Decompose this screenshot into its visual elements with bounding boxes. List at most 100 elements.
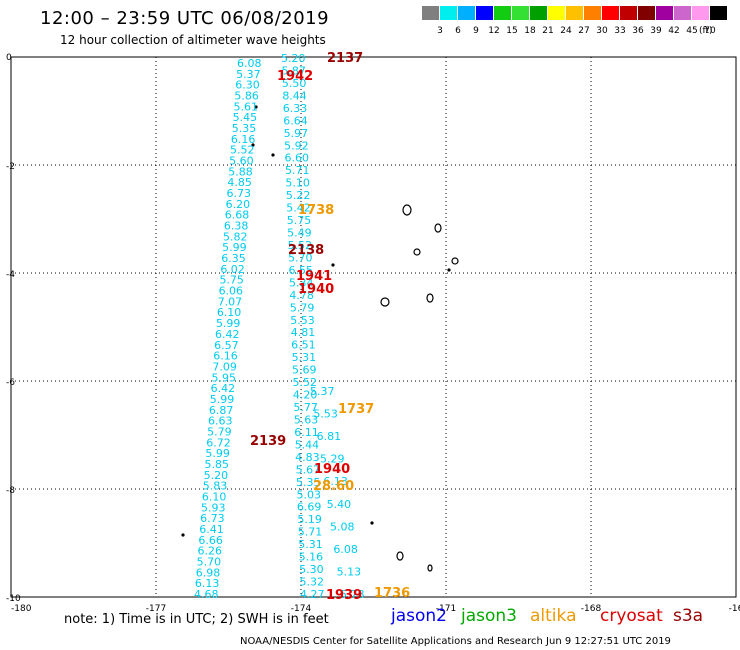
wave-height-label: 5.87 — [281, 64, 306, 77]
color-scale-unit: (ft) — [699, 26, 713, 36]
legend-altika: altika — [530, 606, 577, 626]
x-tick-label: -171 — [436, 604, 456, 614]
island-dot — [447, 268, 451, 272]
island-outline — [426, 293, 434, 303]
wave-height-label: 6.98 — [196, 566, 221, 579]
color-swatch — [566, 6, 583, 20]
color-scale-label: 36 — [632, 26, 644, 36]
wave-height-label: 5.99 — [216, 317, 241, 330]
island-dot — [254, 105, 258, 109]
wave-height-label: 5.71 — [285, 164, 310, 177]
color-scale-label: 70 — [704, 26, 716, 36]
y-tick-label: -4 — [6, 270, 15, 280]
y-tick-label: -10 — [6, 594, 21, 604]
overpass-time-label: 1942 — [277, 69, 313, 84]
wave-height-label: 5.37 — [236, 68, 260, 81]
wave-height-label: 6.10 — [202, 490, 227, 503]
y-tick-label: -8 — [6, 486, 15, 496]
wave-height-label: 5.85 — [205, 458, 230, 471]
wave-height-label: 5.35 — [296, 476, 321, 489]
overpass-time-label: 1941 — [296, 269, 332, 284]
y-tick-label: 0 — [6, 53, 12, 63]
color-swatch — [422, 6, 439, 20]
x-tick-label: -174 — [291, 604, 312, 614]
wave-height-label: 7.07 — [218, 295, 243, 308]
wave-height-label: 7.09 — [212, 360, 237, 373]
wave-height-label: 5.34 — [289, 276, 314, 289]
x-tick-label: -180 — [11, 604, 32, 614]
wave-height-label: 5.52 — [288, 239, 313, 252]
wave-height-label: 4.83 — [295, 451, 320, 464]
wave-height-label: 5.95 — [212, 371, 237, 384]
island-dot — [181, 533, 185, 537]
wave-height-label: 6.02 — [220, 263, 245, 276]
wave-height-label: 4.27 — [300, 588, 325, 601]
wave-height-label: 6.42 — [215, 328, 240, 341]
color-scale-label: 45 — [686, 26, 698, 36]
wave-height-label: 5.52 — [230, 144, 255, 157]
wave-height-label: 5.75 — [287, 214, 312, 227]
wave-height-label: 5.71 — [298, 526, 323, 539]
wave-height-label: 5.82 — [223, 230, 248, 243]
wave-height-label: 5.99 — [222, 241, 247, 254]
wave-height-label: 5.78 — [340, 588, 365, 601]
wave-height-label: 6.38 — [224, 220, 249, 233]
wave-height-label: 5.13 — [337, 565, 362, 578]
wave-height-label: 5.53 — [290, 314, 315, 327]
overpass-time-label: 1940 — [298, 282, 334, 297]
island-outline — [396, 551, 404, 561]
color-swatch — [476, 6, 493, 20]
color-scale-label: 33 — [614, 26, 626, 36]
color-swatch — [638, 6, 655, 20]
wave-height-label: 6.87 — [209, 404, 234, 417]
island-outline — [402, 204, 412, 216]
footnote: note: 1) Time is in UTC; 2) SWH is in fe… — [64, 612, 329, 627]
wave-height-label: 6.16 — [213, 350, 238, 363]
overpass-time-label: 28.60 — [313, 479, 354, 494]
island-dot — [331, 263, 335, 267]
overpass-time-label: 1738 — [298, 203, 334, 218]
wave-height-label: 5.22 — [286, 189, 311, 202]
wave-height-label: 6.08 — [333, 543, 358, 556]
overpass-time-label: 1940 — [314, 462, 350, 477]
overpass-time-label: 2139 — [250, 434, 286, 449]
wave-height-label: 5.88 — [228, 165, 253, 178]
x-tick-label: -168 — [581, 604, 602, 614]
wave-height-label: 6.33 — [283, 102, 308, 115]
color-scale-label: 21 — [542, 26, 554, 36]
wave-height-label: 5.20 — [281, 52, 306, 65]
wave-height-label: 5.19 — [297, 513, 322, 526]
legend-jason2: jason2 — [391, 606, 447, 626]
wave-height-label: 6.64 — [283, 114, 308, 127]
island-outline — [427, 564, 433, 572]
color-swatch — [458, 6, 475, 20]
wave-height-label: 6.81 — [317, 430, 342, 443]
map-subtitle: 12 hour collection of altimeter wave hei… — [60, 33, 326, 47]
wave-height-label: 6.11 — [294, 426, 319, 439]
color-swatch — [692, 6, 709, 20]
color-swatch — [440, 6, 457, 20]
wave-height-label: 5.49 — [287, 227, 312, 240]
wave-height-label: 5.63 — [294, 413, 319, 426]
color-scale-label: 24 — [560, 26, 572, 36]
wave-height-label: 5.70 — [288, 251, 313, 264]
wave-height-label: 4.78 — [289, 289, 314, 302]
wave-height-label: 5.03 — [296, 488, 321, 501]
wave-height-label: 6.06 — [219, 285, 244, 298]
wave-height-label: 4.81 — [291, 326, 316, 339]
color-swatch — [494, 6, 511, 20]
wave-height-label: 5.61 — [233, 100, 258, 113]
legend-s3a: s3a — [673, 606, 704, 626]
color-swatch — [530, 6, 547, 20]
color-scale-label: 42 — [668, 26, 680, 36]
overpass-time-label: 2138 — [288, 243, 324, 258]
wave-height-label: 6.69 — [297, 501, 322, 514]
map-frame — [10, 56, 737, 598]
wave-height-label: 5.32 — [300, 576, 325, 589]
color-scale-label: 6 — [455, 26, 461, 36]
wave-height-label: 5.45 — [233, 111, 258, 124]
wave-height-label: 4.85 — [227, 176, 252, 189]
wave-height-label: 5.30 — [299, 563, 324, 576]
y-tick-label: -2 — [6, 162, 15, 172]
